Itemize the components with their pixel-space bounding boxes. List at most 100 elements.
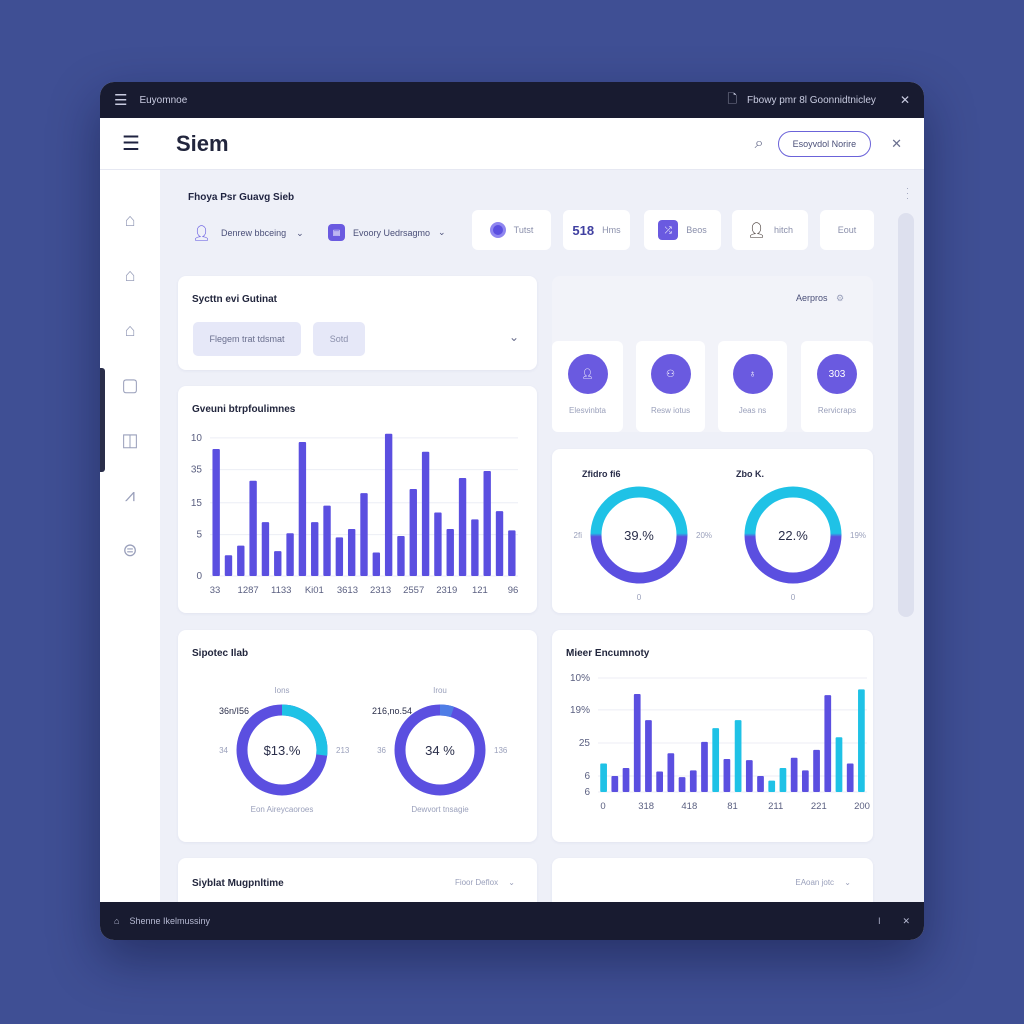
- y-tick-label: 6: [584, 771, 590, 782]
- donut-right-label: 136: [494, 746, 508, 755]
- x-tick-label: 2557: [403, 585, 424, 596]
- calendar-icon[interactable]: ◫: [121, 430, 139, 450]
- bar: [757, 776, 764, 792]
- header-action-button[interactable]: Esoyvdol Norire: [777, 130, 872, 157]
- y-tick-label: 25: [579, 738, 591, 749]
- close-icon[interactable]: ✕: [891, 135, 902, 151]
- donut-top-label: Irou: [433, 686, 447, 695]
- profile-card[interactable]: ⚇ Resw iotus: [636, 341, 705, 432]
- y-tick-label: 6: [584, 787, 590, 798]
- donut-top-label: Ions: [274, 686, 289, 695]
- filters-heading: Fhoya Psr Guavg Sieb: [188, 192, 295, 203]
- y-tick-label: 0: [196, 571, 202, 582]
- home-icon[interactable]: ⌂: [124, 210, 136, 230]
- bar: [508, 530, 516, 576]
- chip-user[interactable]: 👤︎ hitch: [732, 210, 808, 250]
- profile-label: Resw iotus: [650, 406, 691, 415]
- chip-total[interactable]: Tutst: [472, 210, 551, 250]
- bar: [824, 695, 832, 792]
- profiles-header[interactable]: Aerpros ⚙: [796, 293, 844, 304]
- donut-center-value: 39.%: [624, 528, 654, 543]
- chip-label: Hms: [602, 225, 621, 235]
- chip-label: Tutst: [513, 225, 534, 235]
- donut-right-label: 19%: [850, 531, 866, 540]
- bar: [600, 763, 607, 792]
- analytics-icon[interactable]: ⩘: [124, 485, 136, 505]
- bottom-left-dropdown[interactable]: Fioor Deflox ⌄: [455, 878, 515, 887]
- meer-chart-card: Mieer Encumnoty 6 6 25 19% 10% 0 318 418 81 211 22…: [552, 630, 873, 842]
- chip-eout[interactable]: Eout: [820, 210, 874, 250]
- menu-circle-icon[interactable]: ⊜: [122, 540, 138, 560]
- bar: [224, 555, 233, 576]
- bar: [656, 771, 664, 792]
- more-icon[interactable]: · · ·: [906, 183, 909, 203]
- system-button-1[interactable]: Flegem trat tdsmat: [193, 322, 301, 356]
- chevron-down-icon: ⌄: [438, 227, 446, 237]
- bar: [712, 728, 720, 792]
- x-tick-label: 318: [638, 801, 654, 812]
- bar: [397, 535, 405, 576]
- dropdown-label: Fioor Deflox: [454, 878, 499, 887]
- donut-right-label: 20%: [696, 531, 712, 540]
- system-card: Sycttn evi Gutinat Flegem trat tdsmat So…: [178, 276, 537, 370]
- chip-beos[interactable]: ⤮ Beos: [644, 210, 721, 250]
- bar: [813, 749, 820, 792]
- chip-count[interactable]: 518 Hms: [563, 210, 630, 250]
- bar: [311, 522, 319, 576]
- chip-label: Eout: [837, 225, 857, 235]
- chip-label: Beos: [686, 225, 707, 235]
- system-button-2[interactable]: Sotd: [313, 322, 365, 356]
- circle-icon: [489, 222, 506, 238]
- x-tick-label: 211: [768, 801, 783, 812]
- close-window-icon[interactable]: ✕: [899, 93, 910, 107]
- x-tick-label: Ki01: [305, 585, 324, 596]
- profile-card[interactable]: ♁ Jeas ns: [718, 341, 787, 432]
- sidebar: ⌂ ⌂ ⌂ ▢ ◫ ⩘ ⊜: [100, 170, 160, 902]
- x-tick-label: 221: [811, 801, 827, 812]
- chevron-down-icon[interactable]: ⌄: [508, 330, 519, 344]
- donut-card: 39.% 2fi 20% 0 Zfidro fi6 22.% 19% 0 Zbo K.: [552, 449, 873, 613]
- donut-left-label: 36: [377, 746, 386, 755]
- info-icon[interactable]: ǀ: [878, 915, 881, 926]
- page-title: Siem: [175, 130, 229, 156]
- home-alt-icon[interactable]: ⌂: [124, 265, 136, 285]
- document-icon: 🗋: [727, 91, 737, 106]
- donut-charts: $13.% 34 213 Eon Aireycaoroes Ions 36n/I56 34 …: [219, 686, 508, 814]
- bar: [372, 552, 381, 576]
- x-tick-label: 121: [472, 585, 488, 596]
- donut-bottom-label: 0: [791, 593, 796, 602]
- profile-label: Rervicraps: [817, 406, 857, 415]
- chat-icon[interactable]: ▢: [121, 375, 139, 395]
- dropdown-1[interactable]: 👤︎ Denrew bbceing ⌄: [192, 224, 304, 242]
- donut-left-label: 2fi: [574, 531, 583, 540]
- home-icon[interactable]: ⌂: [114, 916, 120, 926]
- dropdown-2[interactable]: ▤ Evoory Uedrsagmo ⌄: [328, 224, 446, 241]
- y-tick-label: 5: [196, 530, 202, 541]
- sidebar-handle[interactable]: [100, 368, 105, 472]
- bar: [768, 780, 776, 792]
- x-tick-label: 1287: [238, 585, 259, 596]
- donut-corner-label: 216,no.54: [372, 706, 412, 716]
- bottom-right-dropdown[interactable]: EAoan jotc ⌄: [795, 878, 851, 887]
- bar: [611, 776, 619, 792]
- bar: [261, 522, 270, 576]
- bar: [779, 768, 787, 792]
- bar: [434, 512, 442, 576]
- profile-card[interactable]: 303 Rervicraps: [801, 341, 873, 432]
- menu-icon[interactable]: ☰: [114, 92, 128, 109]
- profile-card[interactable]: 👤︎ Elesvinbta: [552, 341, 623, 432]
- app-name: Euyomnoe: [139, 94, 188, 106]
- bar: [689, 770, 697, 792]
- y-tick-label: 19%: [570, 705, 590, 716]
- donut-right-label: 213: [336, 746, 350, 755]
- calendar-icon: ▤: [328, 224, 345, 241]
- close-icon[interactable]: ✕: [902, 915, 910, 926]
- search-icon[interactable]: ⌕: [754, 134, 764, 152]
- gamepad-icon: ⚇: [650, 354, 691, 394]
- bar: [335, 537, 344, 576]
- dropdown-label: EAoan jotc: [795, 878, 835, 887]
- scrollbar[interactable]: [898, 213, 914, 617]
- house-icon[interactable]: ⌂: [124, 320, 136, 340]
- hamburger-icon[interactable]: ☰: [122, 133, 140, 155]
- bar: [745, 760, 753, 792]
